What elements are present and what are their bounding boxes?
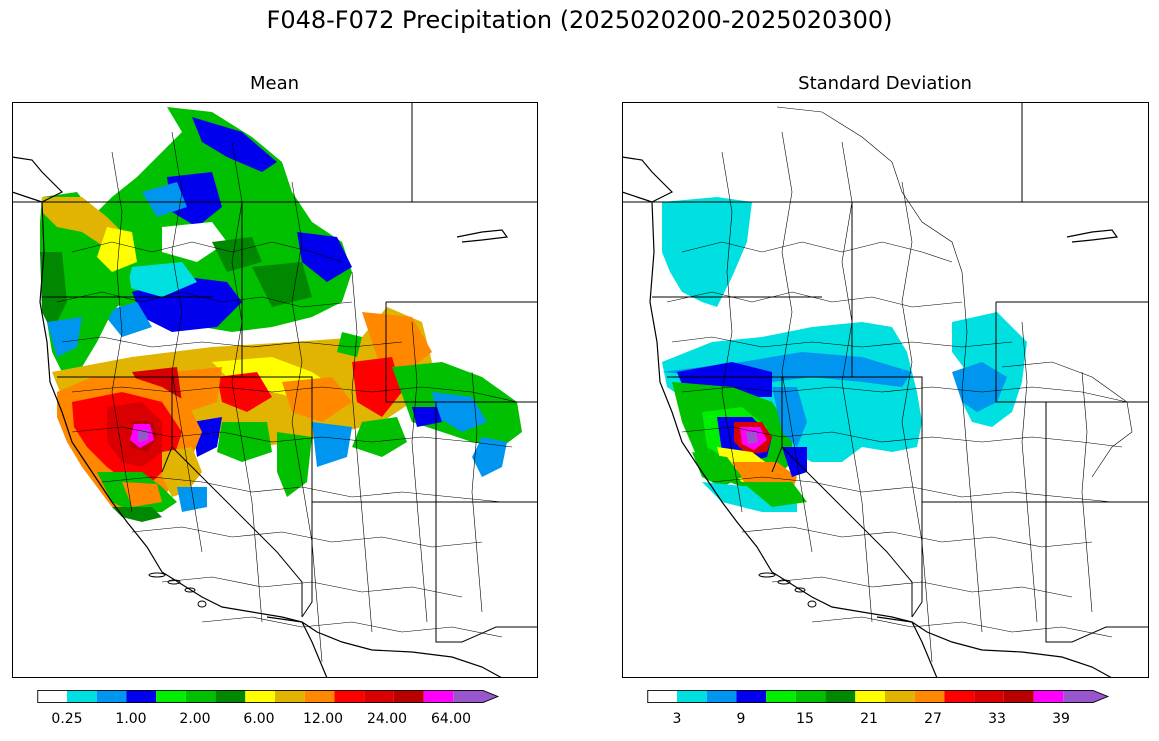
std-colorbar-tick-label: 3 — [672, 711, 682, 727]
std-colorbar-segment — [974, 690, 1004, 703]
std-colorbar-segment — [736, 690, 767, 703]
coastline — [12, 156, 509, 678]
mean-colorbar-segment — [423, 690, 454, 703]
mean-colorbar-segment — [67, 690, 97, 703]
std-colorbar-tick-label: 15 — [796, 711, 814, 727]
mean-colorbar-tick-label: 24.00 — [366, 711, 408, 727]
std-colorbar-tick-label: 9 — [736, 711, 746, 727]
mean-colorbar-tick-label: 2.00 — [179, 711, 211, 727]
std-colorbar-segment — [1033, 690, 1064, 703]
mean-colorbar-labels: 0.25 1.00 2.00 6.00 12.00 24.00 64.00 — [19, 711, 531, 731]
state-boundaries — [622, 102, 1149, 643]
basin-outlines — [666, 106, 1133, 663]
std-colorbar-segment — [885, 690, 915, 703]
mean-colorbar-tick-label: 0.25 — [51, 711, 83, 727]
std-panel-title: Standard Deviation — [798, 73, 972, 94]
channel-islands — [148, 572, 207, 608]
std-colorbar-segment — [1003, 690, 1034, 703]
std-colorbar-segment — [825, 690, 856, 703]
mean-colorbar — [37, 690, 500, 703]
mean-precip-fill — [40, 107, 522, 522]
state-boundaries — [12, 102, 538, 643]
mean-colorbar-segment — [215, 690, 246, 703]
channel-islands — [758, 572, 817, 608]
mean-colorbar-tick-label: 6.00 — [243, 711, 275, 727]
mean-precipitation-map — [12, 102, 538, 678]
mean-colorbar-segment — [304, 690, 335, 703]
map-frame — [622, 102, 1149, 678]
std-colorbar-segment — [795, 690, 826, 703]
map-frame — [12, 102, 538, 678]
mean-colorbar-tick-label: 64.00 — [430, 711, 472, 727]
std-colorbar-tick-label: 27 — [924, 711, 942, 727]
std-colorbar — [647, 690, 1110, 703]
mean-colorbar-segment — [245, 690, 275, 703]
std-colorbar-segment — [706, 690, 737, 703]
std-precip-fill — [662, 197, 1027, 512]
std-colorbar-segment — [647, 690, 677, 703]
std-colorbar-tick-label: 39 — [1052, 711, 1070, 727]
mean-colorbar-segment — [37, 690, 67, 703]
mean-colorbar-segment — [156, 690, 186, 703]
std-colorbar-segment — [677, 690, 707, 703]
std-colorbar-tick-label: 33 — [988, 711, 1006, 727]
std-colorbar-segment — [944, 690, 975, 703]
coastline — [622, 156, 1119, 678]
figure-title: F048-F072 Precipitation (2025020200-2025… — [266, 6, 893, 34]
std-colorbar-segment — [855, 690, 885, 703]
mean-colorbar-tick-label: 1.00 — [115, 711, 147, 727]
std-colorbar-labels: 3 9 15 21 27 33 39 — [629, 711, 1141, 731]
mean-colorbar-segment — [393, 690, 424, 703]
std-precipitation-map — [622, 102, 1149, 678]
mean-colorbar-segment — [453, 690, 498, 703]
std-colorbar-segment — [914, 690, 945, 703]
mean-colorbar-segment — [275, 690, 305, 703]
mean-colorbar-tick-label: 12.00 — [302, 711, 344, 727]
mean-panel-title: Mean — [249, 73, 300, 94]
mean-colorbar-segment — [334, 690, 365, 703]
std-colorbar-segment — [1063, 690, 1108, 703]
std-colorbar-tick-label: 21 — [860, 711, 878, 727]
std-colorbar-outline — [647, 690, 1110, 703]
mean-colorbar-segment — [185, 690, 216, 703]
mean-colorbar-segment — [364, 690, 394, 703]
mean-colorbar-outline — [37, 690, 500, 703]
mean-colorbar-segment — [96, 690, 127, 703]
std-colorbar-segment — [766, 690, 796, 703]
mean-colorbar-segment — [126, 690, 157, 703]
